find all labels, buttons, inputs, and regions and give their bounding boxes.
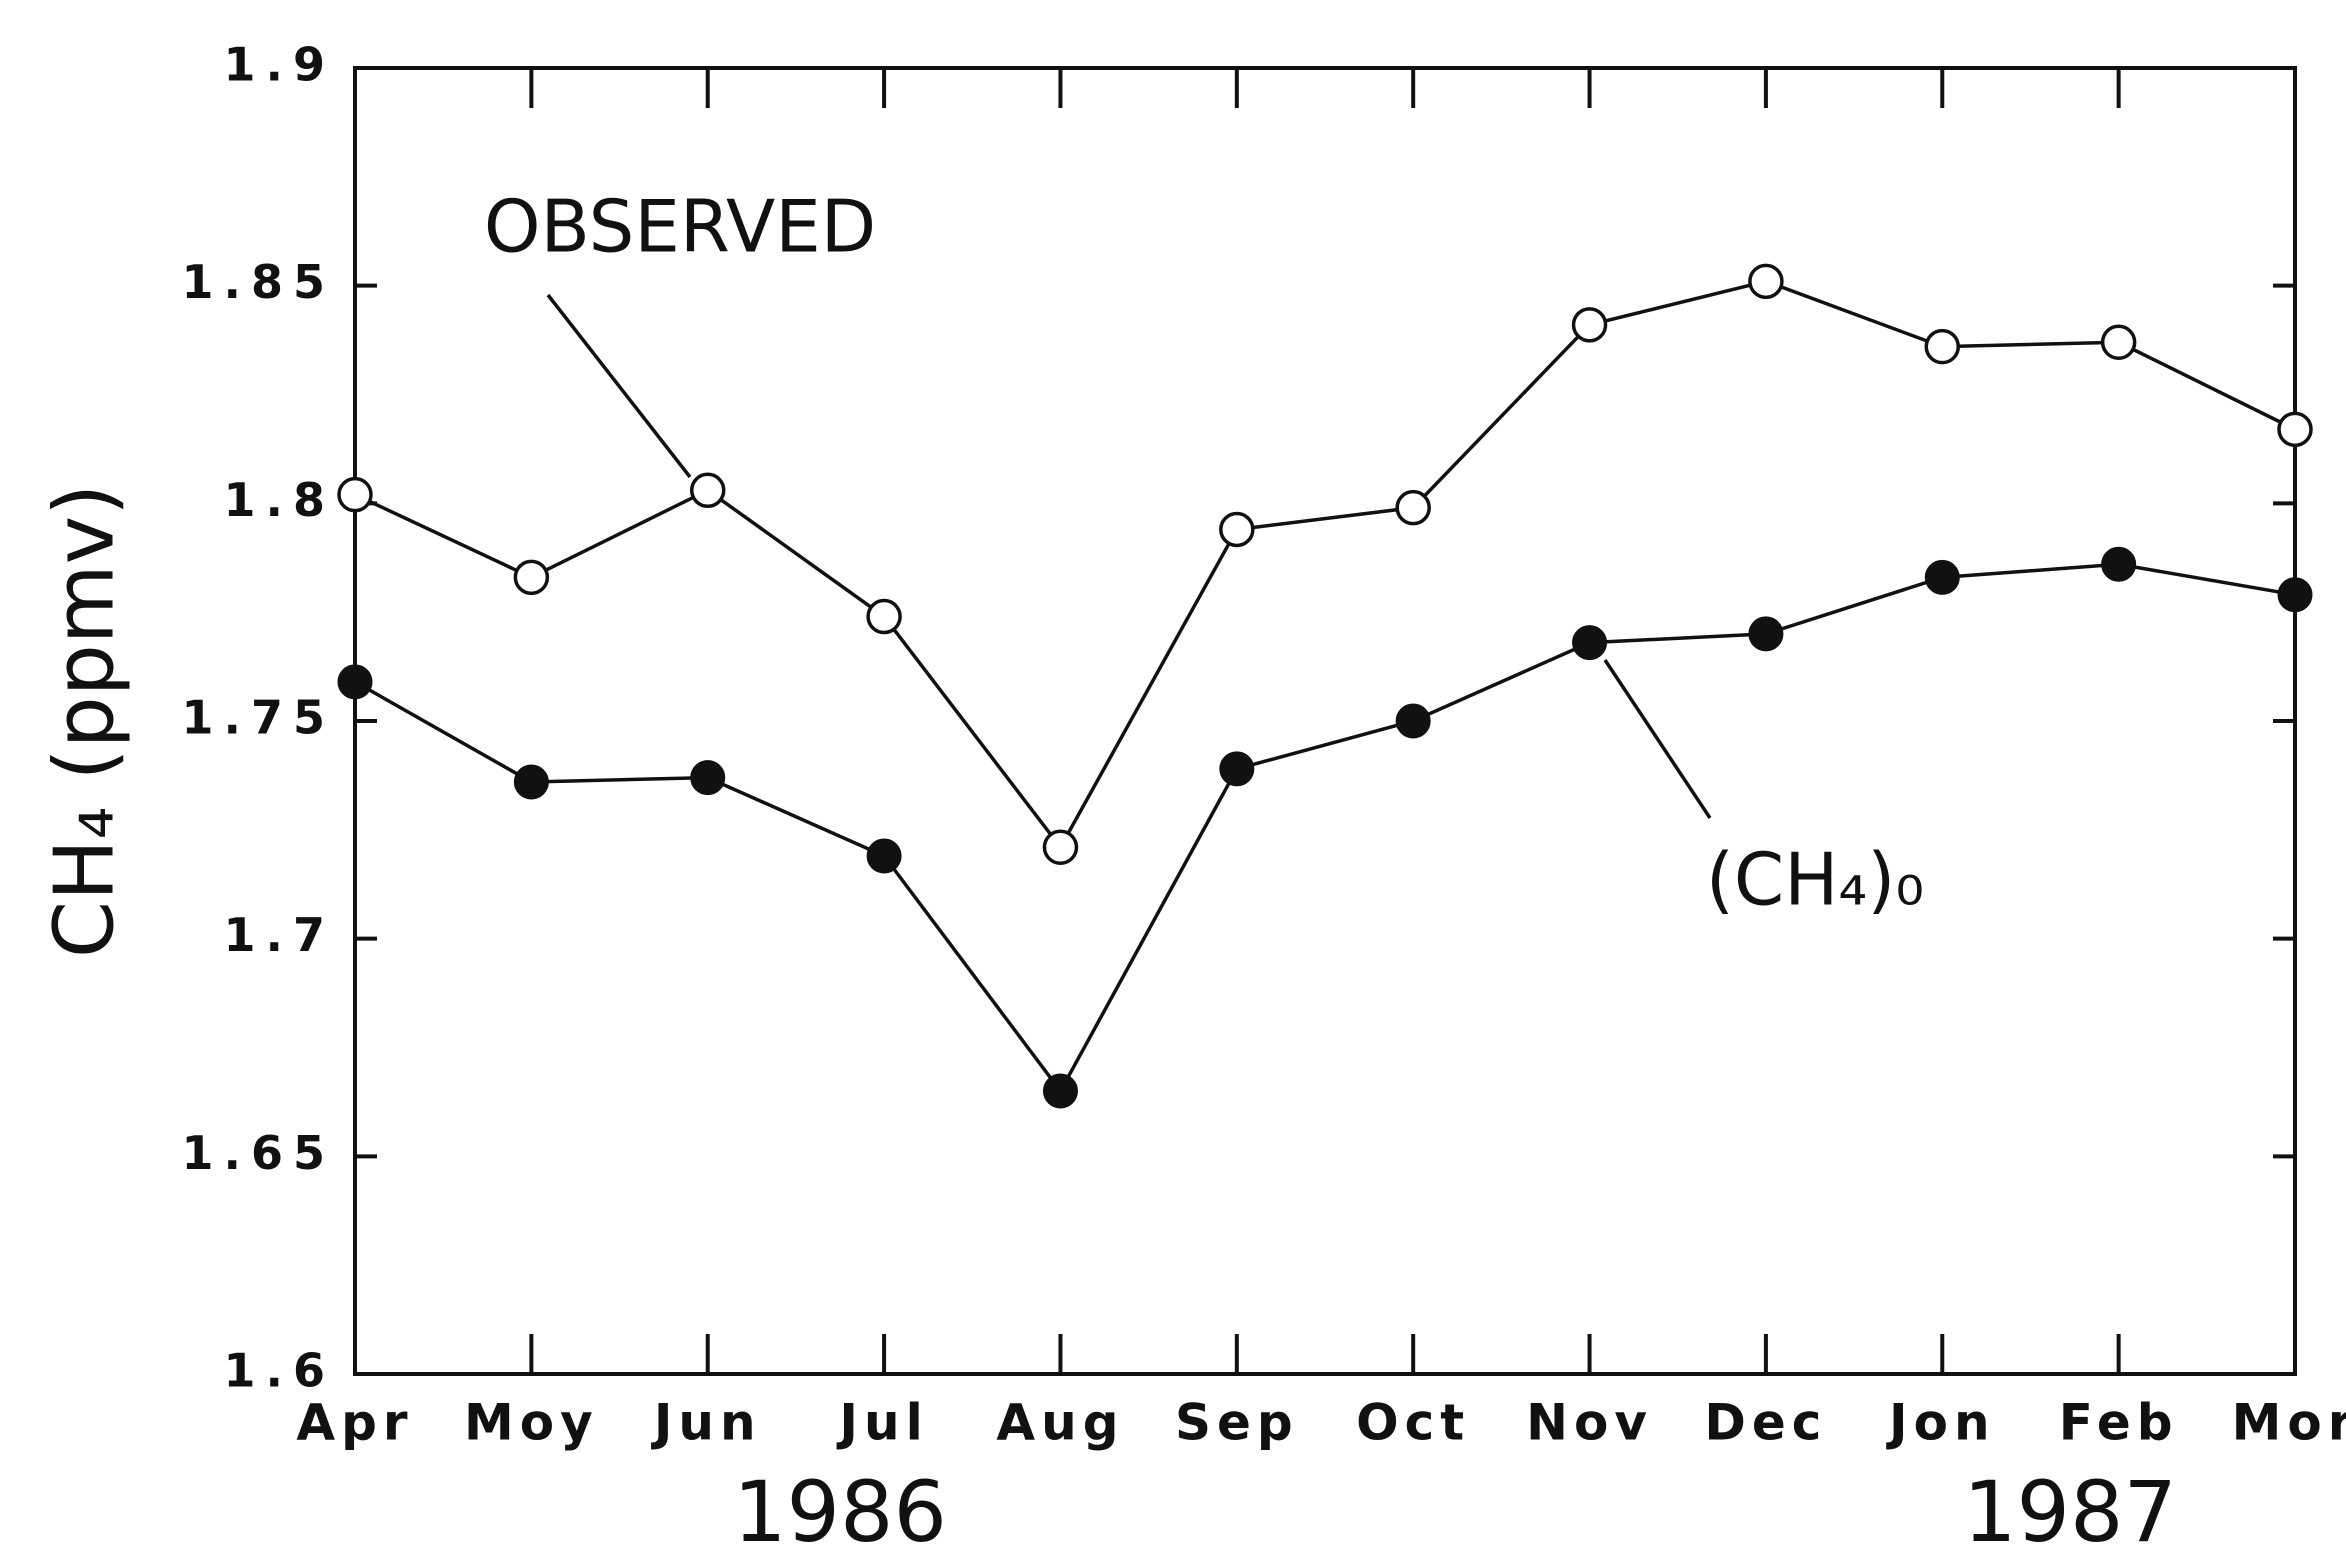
annotation: (CH₄)₀ xyxy=(1706,838,1924,922)
leader-line xyxy=(546,293,692,479)
x-tick-label: Aug xyxy=(996,1394,1124,1452)
data-point xyxy=(1395,489,1431,526)
series-line xyxy=(354,279,2296,851)
x-tick-label: Feb xyxy=(2059,1394,2179,1452)
data-point xyxy=(2100,324,2137,361)
data-point xyxy=(513,764,549,800)
annotation: OBSERVED xyxy=(484,185,876,269)
y-tick-label: 1.85 xyxy=(182,255,336,309)
data-point xyxy=(2101,546,2137,582)
y-tick-label: 1.8 xyxy=(224,473,336,527)
data-point xyxy=(2277,411,2313,448)
data-point xyxy=(1571,307,1608,343)
data-point xyxy=(337,664,373,700)
year-label: 1987 xyxy=(1963,1463,2177,1550)
x-tick-label: Jun xyxy=(651,1394,762,1452)
x-tick-label: Nov xyxy=(1526,1394,1653,1452)
x-tick-label: Jon xyxy=(1886,1394,1996,1452)
data-point xyxy=(337,476,373,513)
data-point xyxy=(1924,559,1960,595)
leader-line xyxy=(1603,659,1712,819)
data-point xyxy=(2277,577,2313,613)
x-tick-label: Mor xyxy=(2232,1394,2346,1452)
data-point xyxy=(866,838,902,874)
data-point xyxy=(1572,625,1608,661)
y-tick-label: 1.75 xyxy=(182,691,336,745)
data-point xyxy=(689,472,726,509)
data-point xyxy=(1042,1073,1078,1109)
data-point xyxy=(866,598,902,635)
x-tick-label: Moy xyxy=(464,1394,599,1452)
x-tick-label: Sep xyxy=(1175,1394,1299,1452)
data-point xyxy=(513,559,550,596)
data-point xyxy=(1748,616,1784,652)
data-point xyxy=(1219,511,1255,548)
y-tick-label: 1.65 xyxy=(182,1126,336,1180)
x-tick-label: Oct xyxy=(1356,1394,1470,1452)
x-tick-label: Apr xyxy=(296,1394,413,1452)
data-point xyxy=(1395,703,1431,739)
data-point xyxy=(1924,328,1961,365)
y-tick-label: 1.6 xyxy=(224,1344,336,1398)
y-axis-label: CH₄ (ppmv) xyxy=(37,484,132,958)
data-point xyxy=(1219,751,1255,787)
data-point xyxy=(690,760,726,796)
series-line xyxy=(354,562,2296,1095)
y-tick-label: 1.9 xyxy=(224,38,336,92)
data-point xyxy=(1748,263,1784,300)
x-tick-label: Jul xyxy=(836,1394,928,1452)
year-label: 1986 xyxy=(733,1463,947,1550)
x-tick-label: Dec xyxy=(1704,1394,1827,1452)
data-point xyxy=(1042,829,1079,865)
y-tick-label: 1.7 xyxy=(224,908,336,962)
